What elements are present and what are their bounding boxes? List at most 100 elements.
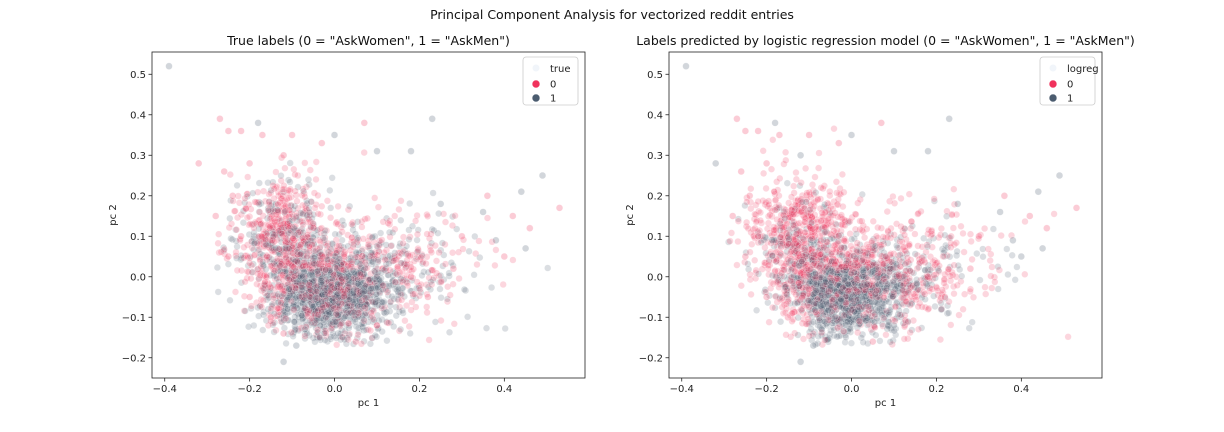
cloud-point	[340, 260, 348, 268]
cloud-point	[315, 290, 323, 298]
cloud-point	[309, 304, 318, 312]
cloud-point	[385, 260, 393, 268]
cloud-point	[288, 283, 296, 291]
cloud-point	[370, 307, 378, 315]
cloud-point	[404, 282, 412, 290]
cloud-point	[336, 322, 344, 330]
cloud-point	[331, 275, 339, 283]
cloud-point	[292, 293, 300, 301]
cloud-point	[427, 239, 436, 247]
cloud-point	[295, 213, 303, 221]
cloud-point	[261, 253, 270, 261]
cloud-point	[246, 254, 254, 262]
cloud-point	[315, 333, 323, 341]
cloud-point	[333, 257, 341, 265]
cloud-point	[354, 280, 362, 288]
cloud-point	[306, 284, 314, 292]
cloud-point	[310, 276, 318, 284]
cloud-point	[355, 249, 363, 257]
cloud-point	[335, 255, 343, 263]
cloud-point	[318, 274, 326, 282]
cloud-point	[345, 331, 353, 339]
cloud-point	[312, 260, 320, 268]
cloud-point	[301, 207, 309, 215]
cloud-point	[256, 240, 264, 248]
cloud-point	[295, 241, 303, 249]
cloud-point	[371, 298, 380, 306]
cloud-point	[437, 271, 445, 280]
cloud-point	[309, 303, 317, 311]
cloud-point	[344, 313, 352, 321]
cloud-point	[287, 259, 295, 267]
cloud-point	[290, 231, 299, 239]
cloud-point	[968, 318, 976, 326]
cloud-point	[368, 334, 376, 342]
cloud-point	[362, 295, 370, 303]
cloud-point	[326, 186, 334, 194]
cloud-point	[360, 270, 368, 278]
cloud-point	[306, 317, 314, 325]
cloud-point	[314, 289, 322, 297]
cloud-point	[950, 290, 958, 298]
cloud-point	[316, 252, 324, 260]
cloud-point	[332, 280, 340, 288]
cloud-point	[271, 285, 279, 293]
cloud-point	[279, 185, 287, 193]
cloud-point	[345, 320, 353, 328]
cloud-point	[356, 302, 364, 310]
cloud-point	[268, 236, 276, 244]
cloud-point	[252, 198, 261, 206]
cloud-point	[280, 285, 288, 293]
cloud-point	[347, 305, 356, 314]
cloud-point	[316, 334, 324, 342]
cloud-point	[318, 265, 326, 273]
cloud-point	[320, 329, 329, 337]
cloud-point	[360, 317, 368, 325]
cloud-point	[289, 235, 297, 243]
cloud-point	[390, 322, 398, 331]
cloud-point	[340, 269, 348, 277]
cloud-point	[299, 218, 307, 227]
cloud-point	[317, 255, 325, 263]
cloud-point	[337, 320, 345, 328]
cloud-point	[285, 259, 293, 267]
cloud-point	[472, 250, 480, 258]
cloud-point	[303, 284, 311, 292]
cloud-point	[352, 297, 360, 305]
cloud-point	[298, 312, 306, 320]
cloud-point	[291, 170, 299, 179]
cloud-point	[395, 242, 404, 250]
cloud-point	[275, 246, 283, 254]
cloud-point	[350, 269, 358, 277]
cloud-point	[371, 273, 379, 281]
cloud-point	[365, 276, 373, 284]
cloud-point	[283, 195, 291, 203]
cloud-point	[296, 241, 304, 249]
cloud-point	[234, 192, 242, 200]
cloud-point	[422, 260, 430, 268]
cloud-point	[374, 243, 382, 251]
cloud-point	[271, 230, 280, 239]
cloud-point	[318, 308, 326, 316]
cloud-point	[305, 278, 313, 286]
cloud-point	[277, 207, 285, 215]
cloud-point	[292, 254, 300, 262]
cloud-point	[316, 303, 324, 311]
cloud-point	[391, 225, 399, 233]
cloud-point	[329, 318, 337, 326]
cloud-point	[499, 280, 507, 289]
cloud-point	[344, 262, 352, 270]
cloud-point	[451, 212, 459, 220]
cloud-point	[333, 341, 341, 349]
cloud-point	[291, 232, 299, 241]
cloud-point	[311, 284, 319, 292]
cloud-point	[281, 311, 289, 319]
cloud-point	[321, 234, 329, 242]
cloud-point	[299, 210, 307, 218]
cloud-point	[299, 262, 307, 270]
cloud-point	[861, 234, 869, 242]
cloud-point	[311, 301, 319, 309]
cloud-point	[289, 241, 297, 249]
cloud-point	[338, 300, 346, 308]
cloud-point	[751, 224, 759, 232]
